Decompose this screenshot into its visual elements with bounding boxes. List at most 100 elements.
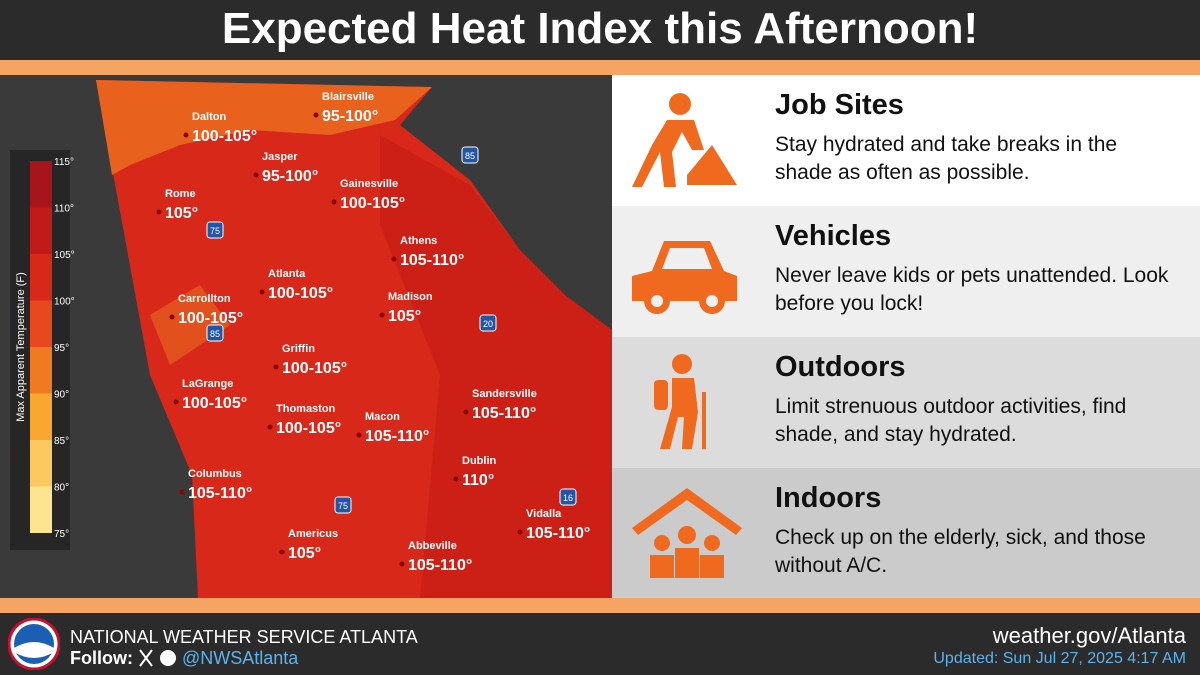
legend-swatch bbox=[30, 486, 52, 533]
legend-swatch bbox=[30, 254, 52, 301]
panel: Outdoors Limit strenuous outdoor activiti… bbox=[612, 337, 1200, 468]
city-name: Vidalla bbox=[526, 508, 562, 520]
highway-shield bbox=[206, 221, 224, 239]
legend-swatch bbox=[30, 440, 52, 487]
panel-title: Vehicles bbox=[775, 220, 892, 252]
legend-tick: 80° bbox=[54, 483, 69, 494]
city-value: 100-105° bbox=[178, 310, 243, 327]
city-value: 100-105° bbox=[268, 285, 333, 302]
social-icons bbox=[139, 649, 176, 667]
stripe bbox=[0, 60, 1200, 75]
legend-swatch bbox=[30, 347, 52, 394]
city-dot bbox=[259, 289, 265, 295]
city-dot bbox=[173, 399, 179, 405]
city-dot bbox=[267, 424, 273, 430]
city-dot bbox=[169, 314, 175, 320]
city-dot bbox=[379, 312, 385, 318]
city-dot bbox=[253, 172, 259, 178]
map: Dalton 100-105° Blairsville 95-100° Jasper 95… bbox=[0, 75, 612, 598]
city-name: Atlanta bbox=[268, 268, 306, 280]
header: Expected Heat Index this Afternoon! bbox=[0, 0, 1200, 60]
city-name: Blairsville bbox=[322, 91, 374, 103]
city-name: Dublin bbox=[462, 455, 496, 467]
city-value: 95-100° bbox=[322, 108, 378, 125]
legend-tick: 95° bbox=[54, 343, 69, 354]
city-dot bbox=[279, 549, 285, 555]
highway-label: 20 bbox=[483, 319, 493, 329]
city-name: Thomaston bbox=[276, 403, 336, 415]
city-dot bbox=[313, 112, 319, 118]
city-name: Macon bbox=[365, 411, 400, 423]
footer: NATIONAL WEATHER SERVICE ATLANTA Follow:… bbox=[0, 613, 1200, 675]
city-name: Sandersville bbox=[472, 388, 537, 400]
highway-label: 85 bbox=[465, 151, 475, 161]
city-name: Jasper bbox=[262, 151, 298, 163]
highway-label: 75 bbox=[338, 501, 348, 511]
stripe bbox=[0, 598, 1200, 613]
icon bbox=[632, 488, 742, 578]
highway-shield bbox=[334, 496, 352, 514]
city-dot bbox=[273, 364, 279, 370]
city-value: 100-105° bbox=[282, 360, 347, 377]
website[interactable]: weather.gov/Atlanta bbox=[992, 623, 1186, 648]
highway-shield bbox=[559, 488, 577, 506]
city-value: 105° bbox=[288, 545, 321, 562]
city-name: Columbus bbox=[188, 468, 242, 480]
city-value: 105-110° bbox=[188, 485, 252, 502]
city-value: 105-110° bbox=[408, 557, 472, 574]
legend-tick: 90° bbox=[54, 390, 69, 401]
city-name: Gainesville bbox=[340, 178, 398, 190]
city-value: 105-110° bbox=[365, 428, 429, 445]
city-dot bbox=[356, 432, 362, 438]
city-name: Rome bbox=[165, 188, 196, 200]
city-name: Dalton bbox=[192, 111, 227, 123]
icon bbox=[632, 93, 737, 187]
legend-tick: 105° bbox=[54, 250, 75, 261]
panel-title: Indoors bbox=[775, 482, 882, 514]
panel-title: Job Sites bbox=[775, 89, 904, 121]
city-value: 105-110° bbox=[472, 405, 536, 422]
city-name: Americus bbox=[288, 528, 338, 540]
city-value: 100-105° bbox=[276, 420, 341, 437]
city-name: Madison bbox=[388, 291, 433, 303]
legend-tick: 100° bbox=[54, 297, 75, 308]
legend-tick: 85° bbox=[54, 436, 69, 447]
legend-swatch bbox=[30, 161, 52, 208]
city-name: Athens bbox=[400, 235, 437, 247]
city-dot bbox=[179, 489, 185, 495]
city-name: Carrollton bbox=[178, 293, 231, 305]
legend-tick: 110° bbox=[54, 204, 74, 215]
office: NATIONAL WEATHER SERVICE ATLANTA bbox=[70, 627, 418, 647]
icon bbox=[654, 354, 706, 449]
highway-shield bbox=[206, 324, 224, 342]
city-dot bbox=[463, 409, 469, 415]
city-value: 105° bbox=[165, 205, 198, 222]
city-dot bbox=[391, 256, 397, 262]
highway-label: 85 bbox=[210, 329, 220, 339]
panel-text: Never leave kids or pets unattended. Loo… bbox=[775, 264, 1169, 315]
city-value: 100-105° bbox=[340, 195, 405, 212]
legend-label: Max Apparent Temperature (F) bbox=[15, 272, 27, 422]
city-value: 105° bbox=[388, 308, 421, 325]
highway-shield bbox=[479, 314, 497, 332]
city-value: 105-110° bbox=[400, 252, 464, 269]
legend-tick: 115° bbox=[54, 157, 74, 168]
city-dot bbox=[453, 476, 459, 482]
legend-tick: 75° bbox=[54, 529, 69, 540]
city-dot bbox=[399, 561, 405, 567]
follow: Follow: bbox=[70, 648, 133, 668]
city-name: Griffin bbox=[282, 343, 315, 355]
panel-text: Limit strenuous outdoor activities, find… bbox=[775, 395, 1127, 446]
highway-label: 16 bbox=[563, 493, 573, 503]
handle[interactable]: @NWSAtlanta bbox=[182, 648, 299, 668]
city-value: 95-100° bbox=[262, 168, 318, 185]
city-name: LaGrange bbox=[182, 378, 233, 390]
legend-swatch bbox=[30, 300, 52, 347]
city-value: 105-110° bbox=[526, 525, 590, 542]
highway-label: 75 bbox=[210, 226, 220, 236]
updated: Updated: Sun Jul 27, 2025 4:17 AM bbox=[933, 650, 1186, 667]
city-dot bbox=[331, 199, 337, 205]
panel-text: Check up on the elderly, sick, and those… bbox=[775, 526, 1146, 577]
legend-swatch bbox=[30, 207, 52, 254]
